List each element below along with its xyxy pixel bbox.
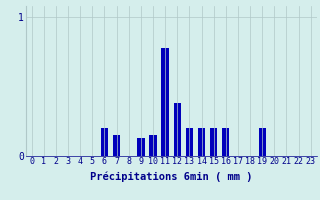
X-axis label: Précipitations 6min ( mm ): Précipitations 6min ( mm ) (90, 172, 252, 182)
Bar (162, 48, 169, 156)
Bar (113, 135, 120, 156)
Bar (174, 103, 181, 156)
Bar (149, 135, 157, 156)
Bar (137, 138, 145, 156)
Bar (259, 128, 266, 156)
Bar (198, 128, 205, 156)
Bar (186, 128, 193, 156)
Bar (101, 128, 108, 156)
Bar (222, 128, 229, 156)
Bar (210, 128, 217, 156)
